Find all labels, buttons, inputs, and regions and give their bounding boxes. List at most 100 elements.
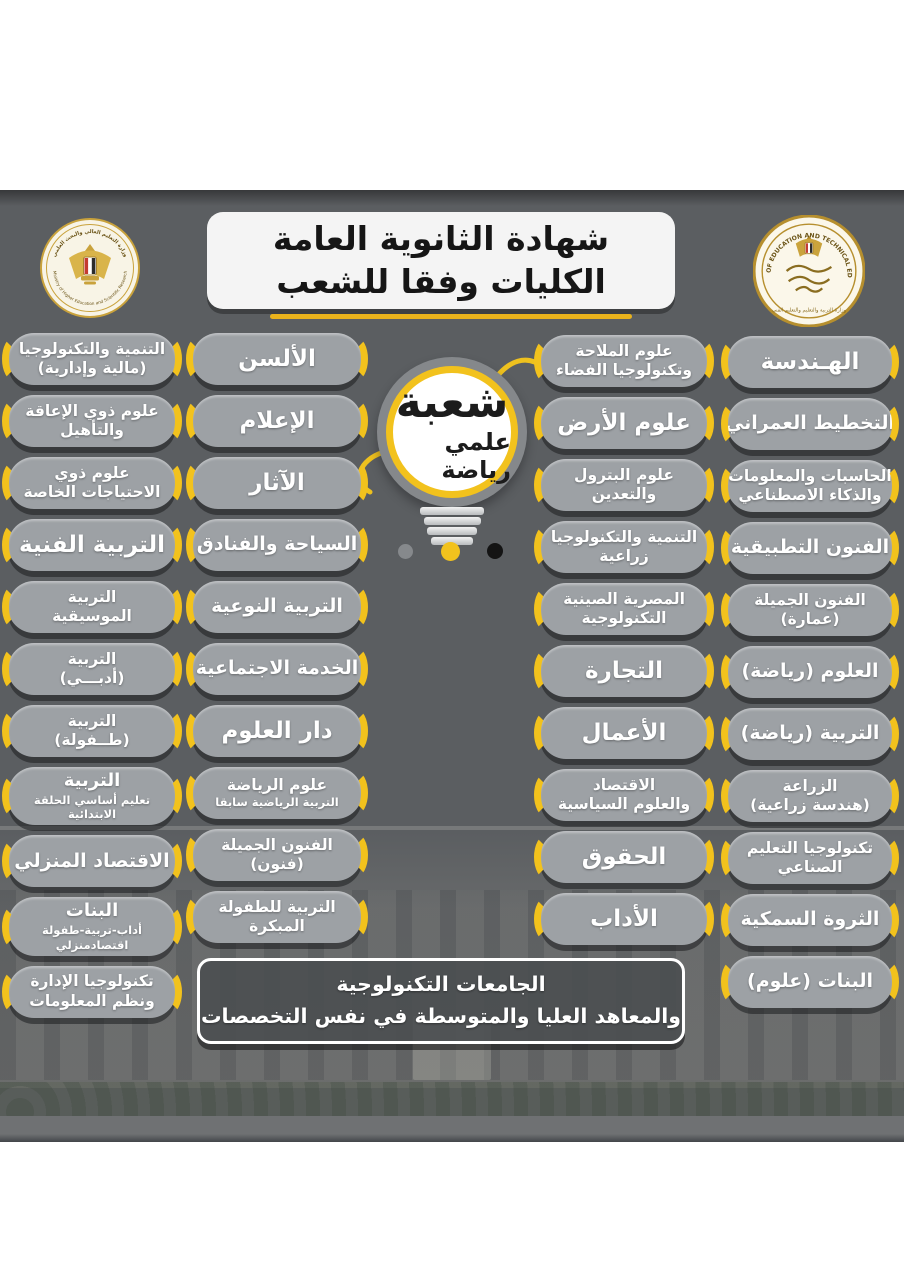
college-pill: الحاسبات والمعلومات والذكاء الاصطناعي [721,460,899,512]
college-pill: الحقوق [534,831,714,883]
seal-arabic-center-text: وزارة التربية والتعليم والتعليم الفني [772,308,847,314]
college-label: الثروة السمكية [740,908,880,931]
college-label: التربية [67,711,117,730]
college-label: الاقتصاد المنزلي [14,849,170,872]
college-pill: علوم البترول والتعدين [534,459,714,511]
college-pill: علوم الأرض [534,397,714,449]
college-pill: الاقتصاد والعلوم السياسية [534,769,714,821]
college-label: (طــفولة) [54,731,130,749]
college-pill: علوم ذوي الإعاقة والتأهيل [2,395,182,447]
column-far-left: التنمية والتكنولوجيا (مالية وإدارية) علوم … [2,333,182,1018]
college-pill: الفنون الجميلة (عمارة) [721,584,899,636]
college-pill: التربية (رياضة) [721,708,899,760]
college-label: علوم البترول [574,465,674,484]
college-label: التربية [67,587,117,606]
college-label: (عمارة) [780,610,840,628]
college-pill: العلوم (رياضة) [721,646,899,698]
education-ministry-seal-icon: MINISTRY OF EDUCATION AND TECHNICAL EDUC… [753,215,865,327]
carousel-dot-yellow [441,542,460,561]
college-label: الاحتياجات الخاصة [23,483,161,501]
college-pill: الهـندسة [721,336,899,388]
college-pill: الفنون التطبيقية [721,522,899,574]
college-pill: الألسن [186,333,368,385]
college-pill: التربية النوعية [186,581,368,633]
carousel-dot-black [487,543,503,559]
college-label: علوم ذوي الإعاقة [25,401,159,420]
college-label: والتعدين [591,485,657,503]
infographic-panel: وزارة التعليم العالي والبحث العلمي Minis… [0,190,904,1142]
college-pill: تكنولوجيا الإدارة ونظم المعلومات [2,965,182,1018]
bulb-screw-thread [0,537,904,545]
college-label: (هندسة زراعية) [750,796,870,814]
college-label: التربية النوعية [211,595,343,618]
branch-label: شعبة [395,376,509,428]
college-label: الألسن [238,345,316,372]
college-label: والتأهيل [60,421,124,439]
bulb-screw-thread [0,507,904,515]
college-label: دار العلوم [221,717,333,744]
college-label: والعلوم السياسية [557,795,691,813]
college-label: الصناعي [777,858,843,876]
bulb-screw-thread [0,527,904,535]
calligraphy-icon [785,264,833,293]
college-label: أداب-تربية-طفولة [42,922,142,937]
connector-curve [357,449,387,495]
carousel-dot-gray [398,544,413,559]
college-label: السياحة والفنادق [196,533,358,556]
college-label: علوم الرياضة [226,775,328,794]
college-label: الفنون الجميلة [221,835,333,854]
college-label: التخطيط العمراني [724,412,896,435]
college-label: التربية للطفولة [218,897,336,916]
college-label: الإعلام [239,407,315,434]
college-pill: تكنولوجيا التعليم الصناعي [721,832,899,884]
column-center-right: علوم الملاحة وتكنولوجيا الفضاء علوم الأرض ع… [534,335,714,945]
college-pill: التربية (أدبـــي) [2,643,182,695]
college-pill: الزراعة (هندسة زراعية) [721,770,899,822]
college-pill: البنات (علوم) [721,956,899,1008]
college-label: الحقوق [581,843,667,870]
college-label: المصرية الصينية [563,589,685,608]
footer-line1: الجامعات التكنولوجية [336,972,546,997]
college-pill: علوم الملاحة وتكنولوجيا الفضاء [534,335,714,387]
college-pill: التربية تعليم أساسي الحلقة الابتدائية [2,767,182,826]
college-label: الآثار [249,469,305,496]
college-pill: التربية الموسيقية [2,581,182,633]
column-far-right: الهـندسة التخطيط العمراني الحاسبات والمعلو… [721,336,899,1008]
college-label: التنمية والتكنولوجيا [550,527,698,546]
building-roofline [0,826,904,830]
college-pill: علوم الرياضة التربية الرياضية سابقا [186,767,368,819]
college-label: التربية [67,649,117,668]
college-pill: البنات أداب-تربية-طفولة اقتصادمنزلي [2,897,182,956]
college-label: التكنولوجية [581,609,667,627]
building-road [0,1116,904,1142]
college-label: تكنولوجيا الإدارة [30,972,154,991]
column-center-left: الألسن الإعلام الآثار السياحة والفنادق الترب… [186,333,368,943]
college-pill: التربية (طــفولة) [2,705,182,757]
college-label: الخدمة الاجتماعية [195,657,359,680]
college-label: تعليم أساسي الحلقة [33,792,151,807]
college-label: الاقتصاد [592,775,656,794]
page-title-line2: الكليات وفقا للشعب [276,261,606,301]
college-label: (مالية وإدارية) [37,359,147,377]
egypt-eagle-icon [795,235,823,257]
college-label: زراعية [599,547,649,565]
college-pill: الاقتصاد المنزلي [2,835,182,888]
college-label: التربية الرياضية سابقا [215,795,339,810]
title-underline [270,314,632,319]
footer-note-box: الجامعات التكنولوجية والمعاهد العليا وال… [197,958,685,1044]
college-label: التربية [63,770,121,791]
college-label: الأداب [590,905,658,932]
college-pill: التجارة [534,645,714,697]
college-label: اقتصادمنزلي [55,937,129,952]
college-label: الزراعة [782,776,838,795]
college-pill: الإعلام [186,395,368,447]
higher-education-ministry-seal-icon: وزارة التعليم العالي والبحث العلمي Minis… [40,218,140,318]
egypt-eagle-icon [69,244,111,285]
college-label: التنمية والتكنولوجيا [18,339,166,358]
college-pill: المصرية الصينية التكنولوجية [534,583,714,635]
college-label: (أدبـــي) [59,669,125,687]
college-label: علوم الملاحة [575,341,673,360]
college-pill: الفنون الجميلة (فنون) [186,829,368,881]
building-bushes [0,1082,904,1116]
college-label: الأعمال [581,719,667,746]
